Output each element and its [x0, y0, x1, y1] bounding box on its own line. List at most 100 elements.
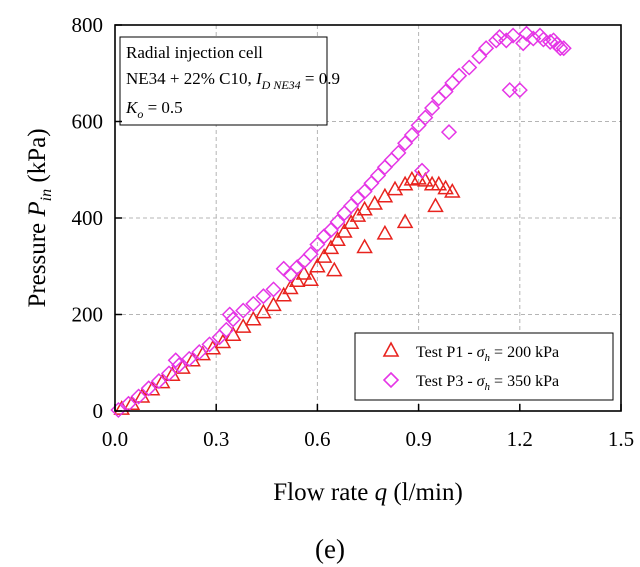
data-point	[396, 213, 414, 229]
data-point	[413, 162, 431, 179]
data-point	[444, 182, 461, 198]
data-point	[245, 295, 262, 312]
data-point	[329, 213, 346, 230]
data-point	[386, 180, 404, 196]
data-point	[376, 224, 394, 240]
data-point	[191, 344, 208, 361]
info-line-2: NE34 + 22% C10, ID NE34 = 0.9	[126, 69, 340, 92]
data-point	[349, 189, 366, 206]
data-point	[110, 401, 127, 419]
data-point	[427, 197, 444, 213]
y-tick-label: 200	[72, 303, 104, 327]
data-point	[201, 336, 218, 353]
data-point	[130, 388, 147, 405]
data-point	[234, 318, 252, 333]
data-point	[376, 187, 394, 203]
data-point	[302, 246, 319, 263]
data-point	[295, 264, 313, 280]
data-point	[140, 380, 157, 397]
info-box: Radial injection cell NE34 + 22% C10, ID…	[119, 36, 340, 126]
data-point	[322, 239, 340, 255]
data-point	[376, 159, 393, 176]
data-point	[160, 365, 178, 382]
data-point	[150, 373, 167, 390]
data-point	[403, 126, 420, 144]
data-point	[265, 296, 282, 312]
y-tick-label: 400	[72, 206, 104, 230]
data-point	[245, 310, 262, 326]
data-point	[498, 32, 515, 49]
data-point	[218, 321, 235, 338]
data-point	[444, 74, 461, 91]
x-tick-label: 1.2	[507, 427, 533, 451]
data-point	[221, 306, 238, 323]
series-test-p1	[113, 169, 461, 415]
data-point	[282, 279, 299, 295]
data-point	[275, 286, 292, 302]
data-point	[525, 30, 542, 47]
data-point	[171, 357, 188, 374]
data-point	[478, 40, 495, 57]
legend-label-p1: Test P1 - σh = 200 kPa	[416, 344, 559, 364]
data-point	[461, 59, 478, 76]
x-tick-label: 0.6	[304, 427, 330, 451]
legend-marker-triangle	[382, 341, 400, 357]
data-point	[511, 82, 528, 99]
x-axis-title: Flow rate q (l/min)	[273, 479, 463, 506]
data-point	[430, 175, 448, 191]
data-point	[342, 214, 360, 230]
y-tick-label: 0	[93, 399, 104, 423]
data-point	[235, 302, 252, 319]
data-point	[440, 124, 458, 141]
y-tick-label: 600	[72, 110, 104, 134]
data-point	[288, 272, 306, 287]
data-point	[181, 350, 198, 367]
data-point	[356, 238, 373, 254]
data-point	[315, 248, 333, 263]
data-point	[316, 228, 333, 245]
data-point	[265, 281, 282, 298]
data-point	[451, 67, 468, 84]
data-point	[336, 222, 353, 238]
data-point	[501, 82, 518, 99]
data-point	[555, 40, 572, 57]
info-line-3: Ko = 0.5	[125, 98, 183, 121]
series-test-p3	[110, 25, 572, 419]
data-point	[403, 170, 421, 186]
x-tick-label: 0.0	[102, 427, 128, 451]
data-point	[167, 352, 184, 369]
data-point	[390, 144, 407, 161]
data-point	[302, 271, 319, 287]
data-point	[309, 257, 326, 273]
data-point	[396, 175, 414, 191]
data-point	[383, 152, 400, 169]
data-point	[366, 194, 383, 210]
data-point	[214, 333, 232, 349]
data-point	[329, 231, 346, 246]
data-point	[255, 303, 272, 319]
data-point	[326, 261, 343, 277]
data-point	[417, 171, 434, 187]
data-point	[417, 109, 434, 126]
legend-label-p3: Test P3 - σh = 350 kPa	[416, 373, 559, 393]
x-tick-label: 0.9	[405, 427, 431, 451]
info-line-1: Radial injection cell	[126, 43, 263, 62]
y-tick-label: 800	[72, 13, 104, 37]
x-tick-label: 1.5	[608, 427, 634, 451]
legend-item-p1: Test P1 - σh = 200 kPa	[382, 341, 559, 364]
x-tick-label: 0.3	[203, 427, 229, 451]
data-point	[518, 25, 535, 42]
data-point	[505, 27, 522, 44]
data-point	[174, 359, 191, 374]
data-point	[552, 40, 569, 57]
legend-item-p3: Test P3 - σh = 350 kPa	[382, 371, 559, 393]
data-point	[437, 83, 454, 100]
figure-caption: (e)	[315, 534, 345, 564]
data-markers	[110, 25, 572, 419]
data-point	[225, 311, 242, 328]
legend-marker-diamond	[382, 371, 400, 389]
y-axis-title: Pressure Pin (kPa)	[24, 128, 55, 307]
data-point	[424, 99, 441, 117]
axis-ticks: 0.0 0.3 0.6 0.9 1.2 1.5 0 200 400 600 800	[72, 13, 635, 451]
